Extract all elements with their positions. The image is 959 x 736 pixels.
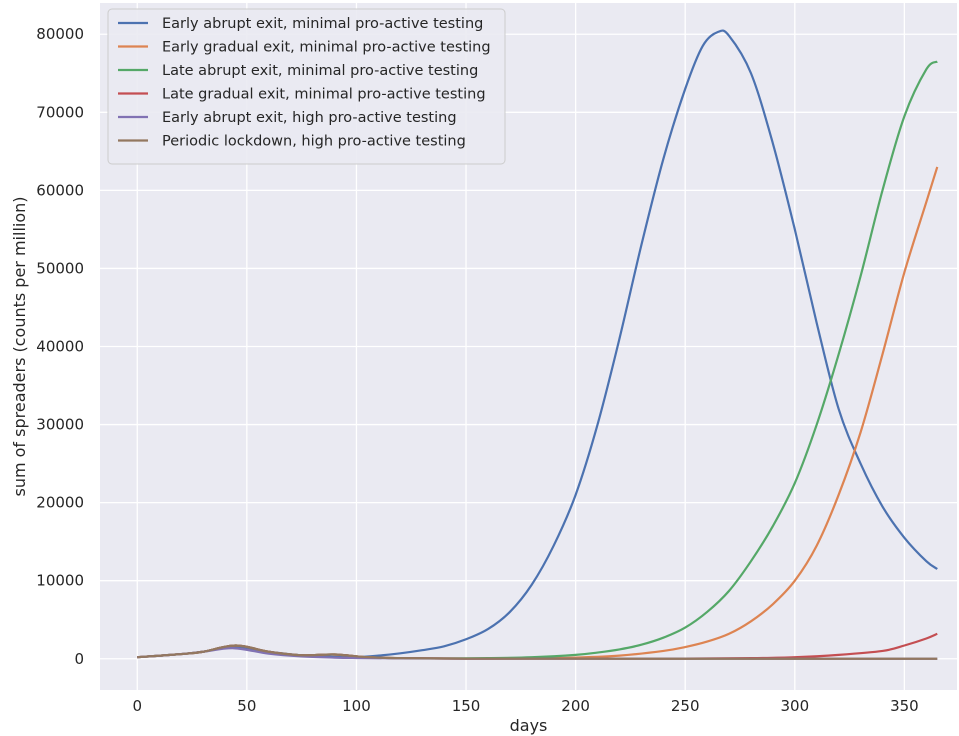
y-tick-label: 60000: [36, 181, 84, 199]
legend-label: Early abrupt exit, minimal pro-active te…: [162, 16, 483, 32]
y-tick-label: 0: [74, 650, 84, 668]
y-tick-label: 20000: [36, 494, 84, 512]
series-line-6: [137, 644, 938, 660]
x-tick-label: 300: [780, 697, 809, 715]
y-tick-label: 80000: [36, 25, 84, 43]
legend: Early abrupt exit, minimal pro-active te…: [107, 8, 506, 165]
y-tick-label: 40000: [36, 338, 84, 356]
legend-label: Early gradual exit, minimal pro-active t…: [162, 40, 491, 56]
y-tick-label: 30000: [36, 416, 84, 434]
x-tick-label: 250: [671, 697, 700, 715]
x-axis-label: days: [510, 716, 548, 735]
legend-label: Periodic lockdown, high pro-active testi…: [162, 134, 466, 150]
y-tick-label: 70000: [36, 103, 84, 121]
legend-label: Late gradual exit, minimal pro-active te…: [162, 87, 486, 103]
legend-label: Late abrupt exit, minimal pro-active tes…: [162, 63, 478, 79]
x-tick-label: 50: [237, 697, 256, 715]
x-tick-label: 0: [132, 697, 142, 715]
y-tick-label: 50000: [36, 259, 84, 277]
x-tick-label: 350: [890, 697, 919, 715]
x-tick-label: 150: [452, 697, 481, 715]
legend-box: [107, 8, 506, 165]
series-layer: [137, 29, 939, 660]
y-axis-label: sum of spreaders (counts per million): [10, 196, 29, 496]
x-tick-label: 100: [342, 697, 371, 715]
x-tick-label: 200: [561, 697, 590, 715]
x-tick-labels: 0 50 100 150 200 250 300 350: [132, 697, 918, 715]
legend-label: Early abrupt exit, high pro-active testi…: [162, 110, 457, 126]
y-tick-labels: 0 10000 20000 30000 40000 50000 60000 70000 8000…: [36, 25, 84, 668]
y-tick-label: 10000: [36, 572, 84, 590]
